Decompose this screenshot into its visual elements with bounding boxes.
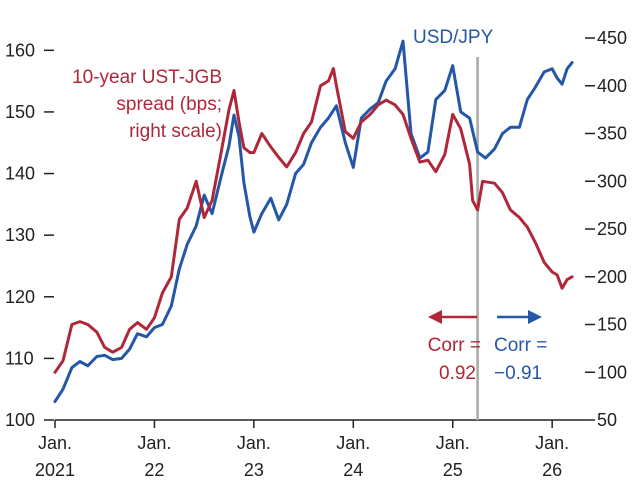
right-tick-label: 200 <box>597 267 627 287</box>
left-tick-label: 100 <box>5 410 35 430</box>
right-tick-label: 250 <box>597 219 627 239</box>
left-tick-label: 140 <box>5 164 35 184</box>
left-tick-label: 160 <box>5 40 35 60</box>
corr-right-value: −0.91 <box>494 363 542 384</box>
x-tick-label: Jan. <box>436 433 470 453</box>
right-tick-label: 400 <box>597 76 627 96</box>
right-arrow <box>497 310 542 324</box>
left-tick-label: 130 <box>5 225 35 245</box>
spread-series-label-line2: spread (bps; <box>116 94 222 115</box>
corr-left-line1: Corr = <box>428 335 481 356</box>
usdjpy-series-line <box>53 39 574 403</box>
right-tick-label: 300 <box>597 171 627 191</box>
spread-series-label-line3: right scale) <box>129 121 222 142</box>
x-tick-label: 22 <box>144 460 164 480</box>
x-tick-label: Jan. <box>137 433 171 453</box>
annotation-layer: USD/JPY 10-year UST-JGB spread (bps; rig… <box>72 27 547 384</box>
x-tick-label: Jan. <box>38 433 72 453</box>
x-tick-label: Jan. <box>535 433 569 453</box>
spread-series-line <box>53 67 574 374</box>
corr-right-line1: Corr = <box>494 335 547 356</box>
x-tick-label: 24 <box>343 460 363 480</box>
corr-left-value: 0.92 <box>439 363 476 384</box>
x-tick-label: 2021 <box>35 460 75 480</box>
right-tick-label: 350 <box>597 124 627 144</box>
right-arrow-head <box>528 310 542 324</box>
x-tick-label: 26 <box>542 460 562 480</box>
usdjpy-series-label: USD/JPY <box>413 27 494 48</box>
right-tick-label: 50 <box>597 410 617 430</box>
left-arrow-head <box>428 310 442 324</box>
series-layer <box>53 39 574 420</box>
x-tick-label: Jan. <box>336 433 370 453</box>
right-tick-label: 450 <box>597 28 627 48</box>
left-arrow <box>428 310 477 324</box>
x-tick-label: 23 <box>244 460 264 480</box>
right-tick-label: 150 <box>597 315 627 335</box>
axes-layer: Jan. 2021 Jan. 22 Jan. 23 Jan. 24 Jan. 25 Jan. 26 10… <box>5 28 627 480</box>
left-tick-label: 120 <box>5 287 35 307</box>
x-tick-label: 25 <box>443 460 463 480</box>
left-tick-label: 110 <box>5 348 34 368</box>
right-tick-label: 100 <box>597 362 627 382</box>
x-tick-label: Jan. <box>237 433 271 453</box>
spread-series-label-line1: 10-year UST-JGB <box>72 67 222 88</box>
left-tick-label: 150 <box>5 102 35 122</box>
